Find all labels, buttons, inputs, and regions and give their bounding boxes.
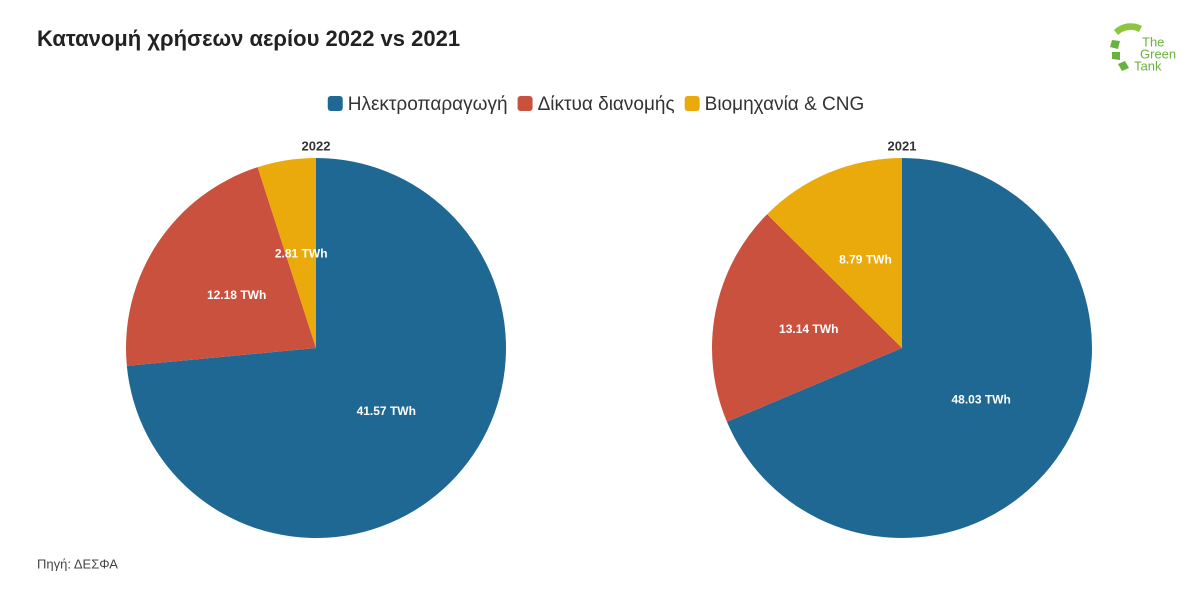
data-label: 8.79 TWh	[839, 252, 892, 266]
pie-slice	[125, 167, 316, 366]
pie-slice	[726, 158, 1092, 538]
legend-swatch	[327, 96, 343, 111]
legend-swatch	[517, 96, 533, 111]
logo-text: Tank	[1134, 58, 1162, 73]
logo: The Green Tank	[1110, 23, 1176, 73]
logo-text: Green	[1140, 46, 1176, 61]
data-label: 12.18 TWh	[207, 288, 266, 302]
title: Κατανομή χρήσεων αερίου 2022 vs 2021	[37, 26, 460, 51]
legend-swatch	[684, 96, 700, 111]
pie-slice	[712, 214, 902, 422]
data-label: 41.57 TWh	[357, 404, 416, 418]
logo-mark	[1110, 40, 1129, 71]
logo-text: The	[1142, 34, 1164, 49]
source: Πηγή: ΔΕΣΦΑ	[37, 556, 118, 571]
pie-slice	[257, 158, 316, 348]
pie-slice	[126, 158, 506, 539]
legend-label: Ηλεκτροπαραγωγή	[348, 94, 508, 115]
data-label: 13.14 TWh	[779, 322, 838, 336]
pie-slice	[767, 158, 902, 348]
data-label: 2.81 TWh	[275, 246, 328, 260]
data-label: 48.03 TWh	[951, 393, 1010, 407]
logo-arc	[1114, 23, 1142, 35]
legend-label: Δίκτυα διανομής	[538, 94, 675, 115]
pie-title: 2021	[888, 138, 917, 153]
legend-label: Βιομηχανία & CNG	[705, 94, 865, 115]
pie-title: 2022	[302, 138, 331, 153]
